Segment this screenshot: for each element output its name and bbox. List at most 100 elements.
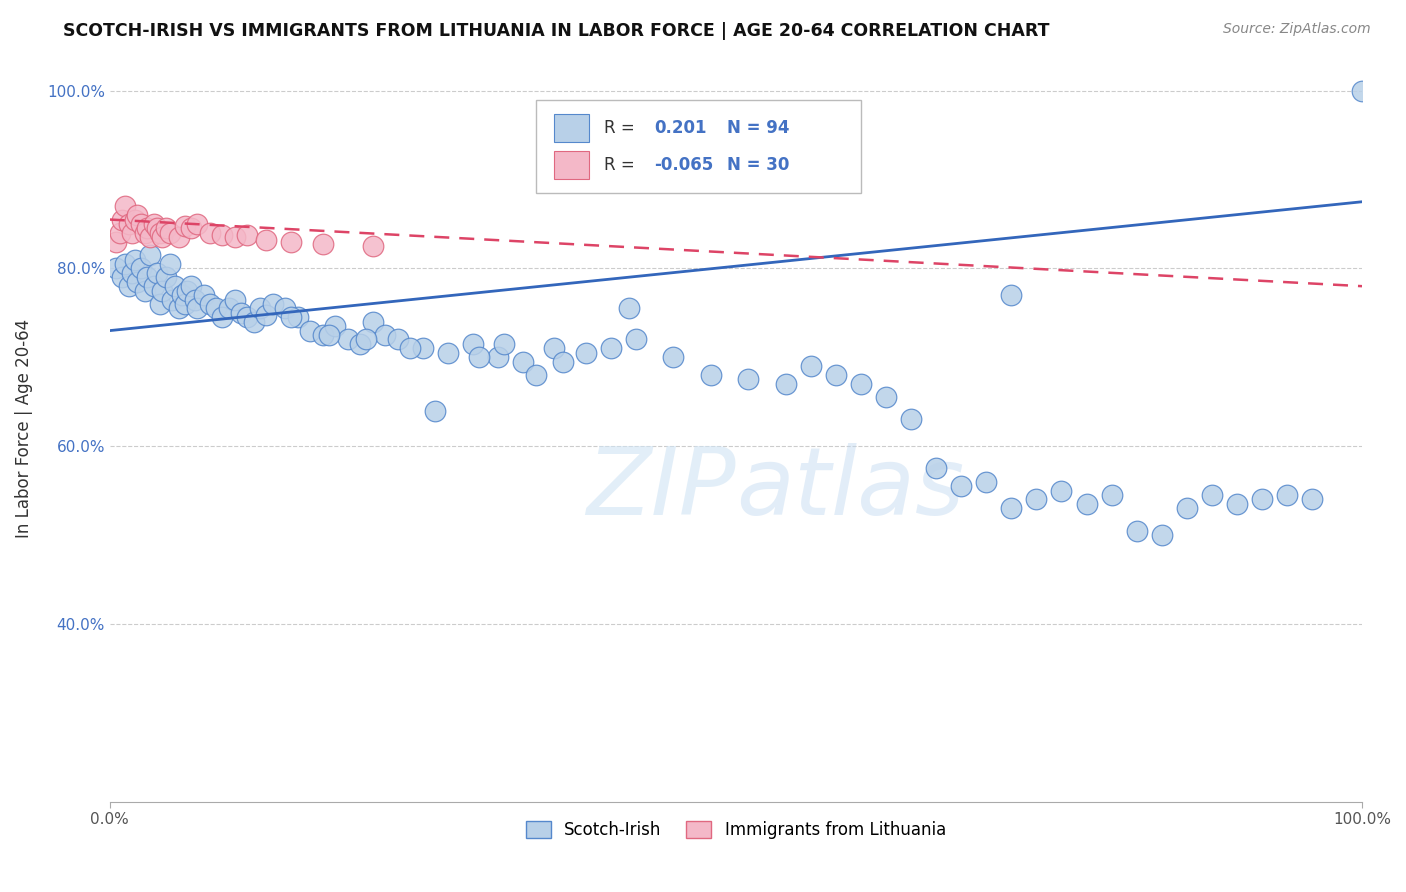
Point [800,359,823,373]
Point [136,221,159,235]
Point [299,324,322,338]
Point [486,351,509,365]
Point [875,390,897,404]
Point [461,337,484,351]
Point [117,279,139,293]
Point [311,328,333,343]
Point [737,372,759,386]
Point [374,328,396,343]
Point [127,208,149,222]
Point [1201,488,1223,502]
Point [150,230,173,244]
Point [114,257,136,271]
Point [1150,528,1173,542]
Point [311,236,333,251]
Point [121,266,143,280]
Point [142,279,165,293]
Point [163,279,186,293]
Point [1000,288,1022,302]
Point [139,248,162,262]
Point [254,308,277,322]
Text: ZIP: ZIP [586,442,735,533]
Point [242,315,264,329]
Text: N = 94: N = 94 [727,120,790,137]
Bar [554,114,589,143]
Point [139,230,162,244]
Point [425,403,447,417]
Point [146,266,169,280]
Point [1250,492,1272,507]
Point [211,310,233,325]
Point [231,306,253,320]
Point [323,319,346,334]
Point [134,284,156,298]
Point [162,293,184,307]
Text: atlas: atlas [735,442,965,533]
Point [108,226,131,240]
Point [575,346,598,360]
Point [129,217,152,231]
Text: R =: R = [605,156,640,174]
Point [349,337,371,351]
Point [124,212,146,227]
Point [399,342,422,356]
Point [186,217,208,231]
Legend: Scotch-Irish, Immigrants from Lithuania: Scotch-Irish, Immigrants from Lithuania [519,814,953,846]
Point [254,233,277,247]
Point [287,310,309,325]
Text: R =: R = [605,120,640,137]
Point [900,412,922,426]
Point [512,355,534,369]
Point [224,230,246,244]
Point [825,368,848,382]
Point [236,310,259,325]
Point [173,219,195,233]
Point [662,351,685,365]
Point [262,297,284,311]
Point [494,337,516,351]
Point [105,235,128,249]
Point [551,355,574,369]
Point [180,221,202,235]
Y-axis label: In Labor Force | Age 20-64: In Labor Force | Age 20-64 [15,318,32,538]
Point [700,368,723,382]
Point [280,310,302,325]
Point [211,227,233,242]
Point [117,217,139,231]
Point [1025,492,1047,507]
Point [186,301,208,316]
Point [361,315,384,329]
Text: -0.065: -0.065 [654,156,714,174]
Point [129,261,152,276]
Point [159,257,181,271]
Point [280,235,302,249]
Point [167,301,190,316]
Point [180,279,202,293]
Point [150,284,173,298]
Point [172,288,194,302]
Point [134,226,156,240]
Point [155,270,177,285]
Point [1301,492,1323,507]
Point [249,301,271,316]
Point [412,342,434,356]
Text: N = 30: N = 30 [727,156,790,174]
Point [198,226,221,240]
Point [387,333,409,347]
Text: Source: ZipAtlas.com: Source: ZipAtlas.com [1223,22,1371,37]
Point [205,301,228,316]
Point [336,333,359,347]
Point [976,475,998,489]
Point [236,227,259,242]
Point [599,342,621,356]
Point [1175,501,1198,516]
Point [173,297,195,311]
Point [136,270,159,285]
Point [142,217,165,231]
Point [1125,524,1147,538]
Point [1050,483,1073,498]
Point [121,226,143,240]
Point [1101,488,1123,502]
Point [224,293,246,307]
Point [1351,84,1374,98]
